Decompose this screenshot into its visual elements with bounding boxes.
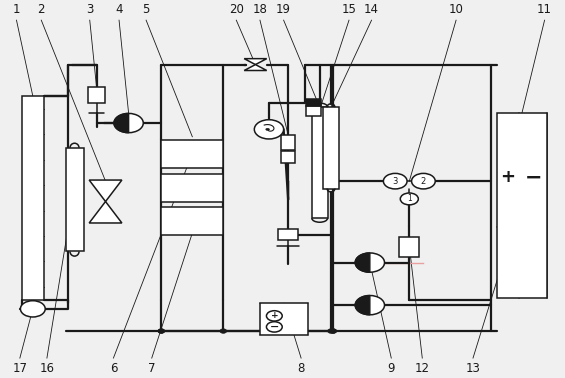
Text: 20: 20 <box>229 3 244 17</box>
Text: 11: 11 <box>537 3 552 17</box>
Circle shape <box>267 311 282 321</box>
Circle shape <box>254 120 284 139</box>
Bar <box>66 148 84 251</box>
Polygon shape <box>244 65 267 71</box>
Circle shape <box>330 329 337 333</box>
Bar <box>88 87 105 104</box>
Text: 15: 15 <box>342 3 357 17</box>
Text: 3: 3 <box>393 177 398 186</box>
Text: 17: 17 <box>12 362 27 375</box>
Circle shape <box>400 193 418 205</box>
Text: 2: 2 <box>37 3 45 17</box>
Bar <box>497 113 547 298</box>
Circle shape <box>220 329 227 333</box>
Bar <box>281 151 295 163</box>
Circle shape <box>267 322 282 332</box>
Bar <box>306 106 321 116</box>
Bar <box>162 174 223 201</box>
Text: 9: 9 <box>388 362 395 375</box>
Bar <box>278 229 298 240</box>
Text: +: + <box>501 169 515 186</box>
Bar <box>162 141 223 168</box>
Circle shape <box>158 329 165 333</box>
Polygon shape <box>355 296 370 315</box>
Text: 13: 13 <box>466 362 480 375</box>
Circle shape <box>158 329 165 333</box>
Text: 6: 6 <box>110 362 117 375</box>
Text: 2: 2 <box>421 177 426 186</box>
Text: 4: 4 <box>115 3 123 17</box>
Text: +: + <box>271 311 278 321</box>
Circle shape <box>114 113 144 133</box>
Polygon shape <box>244 59 267 65</box>
Circle shape <box>384 174 407 189</box>
Text: 8: 8 <box>297 362 305 375</box>
Circle shape <box>330 329 337 333</box>
Circle shape <box>355 296 385 315</box>
Text: 5: 5 <box>142 3 150 17</box>
Bar <box>281 135 295 150</box>
Circle shape <box>355 253 385 272</box>
Circle shape <box>266 128 270 130</box>
Text: 10: 10 <box>449 3 463 17</box>
Bar <box>260 303 308 335</box>
Bar <box>323 107 339 189</box>
Bar <box>306 99 321 106</box>
Text: −: − <box>524 167 542 187</box>
Text: 3: 3 <box>86 3 93 17</box>
Circle shape <box>411 174 435 189</box>
Bar <box>312 107 328 218</box>
Circle shape <box>20 301 45 317</box>
Text: 18: 18 <box>253 3 267 17</box>
Bar <box>399 237 419 257</box>
Text: 12: 12 <box>415 362 430 375</box>
Text: 1: 1 <box>407 194 412 203</box>
Text: 14: 14 <box>364 3 379 17</box>
Circle shape <box>328 329 334 333</box>
Bar <box>162 207 223 235</box>
Polygon shape <box>89 180 122 201</box>
Bar <box>22 96 44 300</box>
Text: −: − <box>270 322 279 332</box>
Text: 1: 1 <box>13 3 20 17</box>
Polygon shape <box>89 201 122 223</box>
Polygon shape <box>114 113 129 133</box>
Text: 19: 19 <box>276 3 291 17</box>
Text: 16: 16 <box>40 362 54 375</box>
Polygon shape <box>355 253 370 272</box>
Text: 7: 7 <box>148 362 155 375</box>
